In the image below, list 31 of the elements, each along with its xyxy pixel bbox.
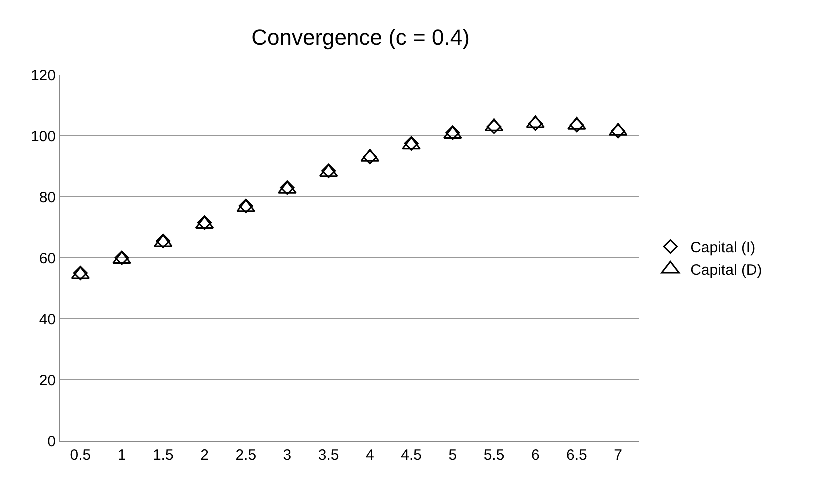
legend-label: Capital (D)	[690, 262, 762, 280]
x-tick-label: 4.5	[401, 447, 422, 464]
point	[570, 118, 584, 133]
x-tick-label: 4	[366, 447, 374, 464]
y-tick-label: 80	[39, 189, 56, 206]
x-tick-label: 2	[200, 447, 209, 464]
point	[73, 266, 88, 280]
y-tick-label: 100	[30, 128, 56, 146]
x-tick-label: 7	[614, 447, 622, 464]
y-tick-label: 60	[39, 250, 56, 268]
x-tick-label: 1.5	[152, 447, 174, 464]
point	[322, 164, 336, 178]
x-tick-label: 5	[448, 447, 458, 464]
x-tick-label: 6.5	[566, 447, 588, 464]
x-tick-label: 2.5	[236, 447, 257, 464]
point	[528, 116, 543, 132]
point	[198, 216, 212, 230]
x-tick-label: 3.5	[318, 447, 340, 464]
y-tick-label: 0	[48, 433, 56, 450]
x-tick-label: 1	[118, 447, 126, 464]
x-tick-label: 0.5	[70, 447, 92, 464]
x-tick-label: 5.5	[484, 447, 505, 464]
point	[238, 198, 254, 214]
x-tick-label: 6	[531, 447, 540, 464]
y-tick-label: 20	[39, 372, 56, 390]
chart-title: Convergence (c = 0.4)	[252, 25, 470, 50]
point	[362, 150, 378, 165]
y-tick-label: 40	[39, 311, 56, 328]
y-tick-label: 120	[30, 67, 56, 84]
x-tick-label: 3	[283, 447, 292, 464]
legend-label: Capital (I)	[690, 240, 756, 257]
